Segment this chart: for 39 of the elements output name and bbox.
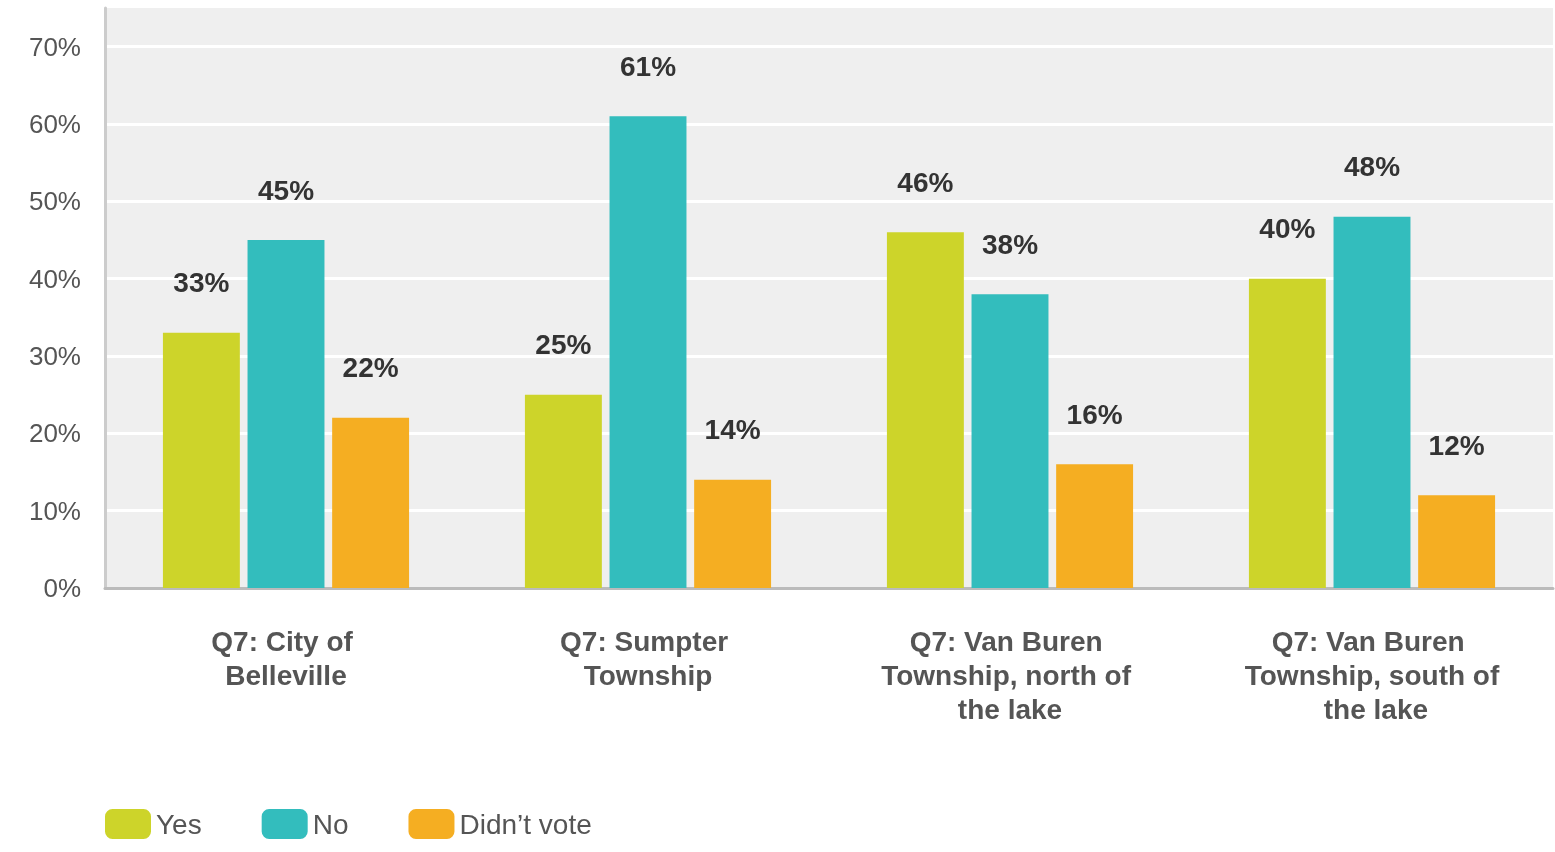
bar [971,294,1049,588]
data-label: 16% [1066,398,1123,430]
data-label: 46% [897,166,954,198]
y-tick-label: 10% [28,495,81,526]
bar [886,232,964,588]
y-tick-label: 40% [28,263,81,294]
bar [1056,464,1134,588]
data-label: 12% [1428,429,1485,461]
y-tick-label: 70% [28,31,81,62]
data-label: 33% [173,267,230,299]
x-tick-label: Q7: City of Belleville [211,625,361,691]
data-label: 25% [535,329,592,361]
data-label: 38% [981,228,1039,260]
y-tick-label: 60% [28,109,81,139]
bar [1248,278,1326,588]
data-label: 22% [342,352,399,384]
data-label: 61% [619,50,677,82]
legend-label: Yes [156,808,202,840]
bar [162,332,240,588]
data-label: 40% [1259,213,1316,245]
x-tick-label: Q7: Van Buren Township, south of the lake [1244,625,1500,725]
x-tick-label: Q7: Sumpter Township [560,625,736,691]
data-label: 14% [704,414,761,446]
bar [247,240,325,588]
y-tick-label: 20% [28,418,81,449]
bar [609,116,687,588]
legend-label: No [312,808,349,840]
y-tick-label: 0% [43,573,81,603]
bar [332,417,410,588]
y-tick-label: 50% [28,186,81,217]
bar [524,394,602,588]
y-tick-label: 30% [28,341,81,371]
bar [1333,216,1411,588]
legend-label: Didn’t vote [459,808,592,840]
data-label: 45% [257,174,315,206]
data-label: 48% [1343,151,1401,183]
bar [694,479,772,588]
bar [1418,495,1496,588]
x-tick-label: Q7: Van Buren Township, north of the lake [881,625,1139,725]
